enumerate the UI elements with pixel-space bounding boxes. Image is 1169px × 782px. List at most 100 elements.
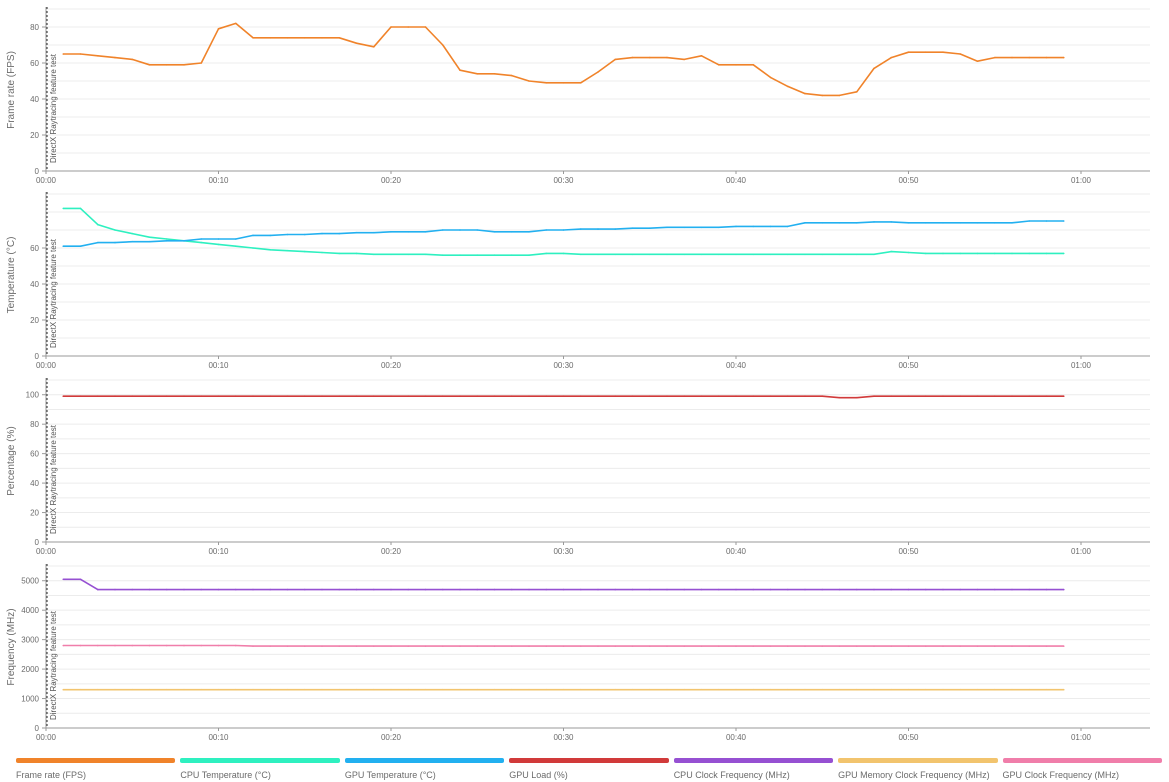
data-point [528, 588, 530, 591]
data-point [648, 56, 651, 59]
data-point [476, 588, 479, 591]
x-tick-label: 00:40 [726, 361, 747, 370]
data-point [993, 222, 996, 224]
data-point [459, 254, 461, 256]
data-point [752, 688, 755, 691]
legend-item[interactable]: GPU Temperature (°C) [344, 758, 505, 780]
legend-item[interactable]: CPU Clock Frequency (MHz) [673, 758, 834, 780]
x-tick-label: 00:00 [36, 547, 57, 556]
data-point [62, 644, 65, 647]
data-point [942, 688, 944, 691]
data-point [338, 395, 341, 398]
data-point [735, 688, 737, 691]
data-point [96, 395, 99, 398]
data-point [424, 688, 427, 691]
data-point [924, 395, 927, 398]
data-point [666, 253, 668, 256]
legend-label: GPU Load (%) [509, 770, 568, 780]
legend-label: CPU Clock Frequency (MHz) [673, 770, 790, 780]
data-point [769, 395, 772, 398]
data-point [1011, 222, 1013, 224]
data-point [786, 225, 789, 228]
data-point [269, 37, 272, 39]
x-tick-label: 00:40 [726, 176, 747, 185]
data-point [597, 688, 599, 691]
data-point [321, 395, 323, 398]
data-point [303, 250, 306, 253]
annotation-label: DirectX Raytracing feature test [49, 238, 58, 348]
data-point [234, 22, 237, 25]
legend-label: Frame rate (FPS) [16, 770, 87, 780]
data-point [890, 221, 893, 223]
data-point [510, 588, 513, 591]
data-point [183, 395, 185, 398]
data-point [528, 254, 530, 256]
annotation-label: DirectX Raytracing feature test [49, 424, 58, 534]
data-point [821, 395, 824, 398]
data-point [752, 64, 755, 66]
legend-item[interactable]: Frame rate (FPS) [16, 758, 176, 780]
data-point [390, 253, 392, 256]
y-tick-label: 0 [35, 724, 40, 733]
data-point [200, 644, 203, 647]
data-point [804, 222, 806, 224]
data-point [1028, 395, 1031, 398]
data-point [355, 252, 358, 255]
data-point [114, 395, 116, 398]
legend-swatch [1002, 758, 1162, 763]
data-point [562, 588, 565, 591]
data-point [907, 251, 910, 254]
data-point [303, 395, 306, 398]
data-point [924, 222, 927, 224]
data-point [62, 207, 65, 210]
data-point [855, 688, 858, 691]
data-point [372, 231, 375, 234]
legend-swatch [838, 758, 998, 763]
x-tick-label: 00:00 [36, 176, 57, 185]
data-point [1028, 588, 1031, 591]
data-point [614, 395, 617, 398]
data-point [683, 645, 686, 647]
y-tick-label: 40 [30, 280, 39, 289]
data-point [924, 688, 927, 691]
legend-item[interactable]: CPU Temperature (°C) [180, 758, 340, 780]
data-point [390, 395, 392, 398]
data-point [269, 688, 272, 691]
data-point [614, 645, 617, 647]
x-tick-label: 00:10 [208, 547, 229, 556]
data-point [372, 588, 375, 591]
legend-label: GPU Temperature (°C) [344, 770, 436, 780]
data-point [562, 645, 565, 647]
data-point [976, 645, 979, 647]
legend-item[interactable]: GPU Clock Frequency (MHz) [1002, 758, 1162, 780]
y-tick-label: 20 [30, 316, 39, 325]
data-point [200, 395, 203, 398]
data-point [579, 82, 582, 84]
data-point [838, 588, 841, 591]
data-point [873, 221, 875, 223]
data-point [286, 645, 289, 647]
data-point [338, 232, 341, 235]
data-point [338, 645, 341, 647]
legend-swatch [509, 758, 669, 763]
data-point [1062, 645, 1065, 647]
legend-item[interactable]: GPU Memory Clock Frequency (MHz) [838, 758, 998, 780]
data-point [441, 395, 444, 398]
data-point [683, 253, 686, 256]
data-point [976, 252, 979, 255]
data-point [804, 395, 806, 398]
data-point [562, 229, 565, 231]
data-point [493, 231, 496, 233]
data-point [321, 232, 323, 235]
data-point [890, 250, 893, 253]
data-point [148, 395, 151, 398]
legend-item[interactable]: GPU Load (%) [509, 758, 669, 780]
data-point [493, 395, 496, 398]
data-point [252, 688, 254, 691]
data-point [648, 227, 651, 229]
data-point [786, 253, 789, 256]
data-point [545, 645, 548, 647]
data-point [493, 588, 496, 591]
data-point [321, 37, 323, 39]
data-point [217, 644, 220, 647]
